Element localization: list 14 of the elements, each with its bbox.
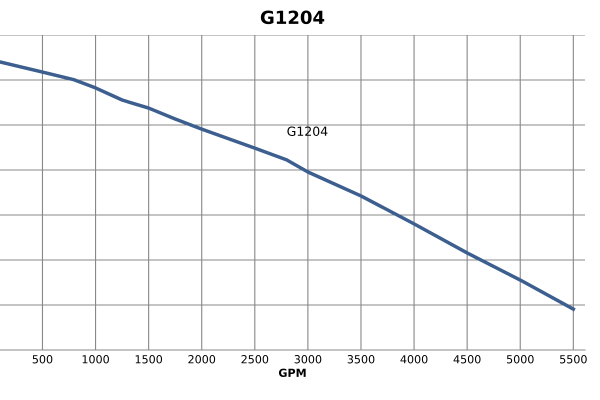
x-tick-label: 5000 <box>506 355 534 364</box>
x-tick-label: 5500 <box>560 355 587 364</box>
x-tick-label: 500 <box>32 355 52 364</box>
x-tick-label: 2500 <box>241 355 268 364</box>
x-tick-label: 3500 <box>348 355 374 364</box>
x-tick-label: 4000 <box>400 355 428 364</box>
annotation: G1204 <box>287 126 328 136</box>
x-tick-label: 3000 <box>294 355 322 364</box>
x-tick-label: 1500 <box>136 355 162 364</box>
chart-title: G1204 <box>260 10 324 24</box>
x-tick-label: 2000 <box>188 355 216 364</box>
x-axis-title: GPM <box>278 368 306 377</box>
x-tick-label: 4500 <box>454 355 481 364</box>
x-tick-label: 1000 <box>82 355 109 364</box>
